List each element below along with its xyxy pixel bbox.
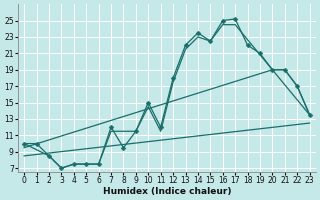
X-axis label: Humidex (Indice chaleur): Humidex (Indice chaleur) <box>103 187 231 196</box>
